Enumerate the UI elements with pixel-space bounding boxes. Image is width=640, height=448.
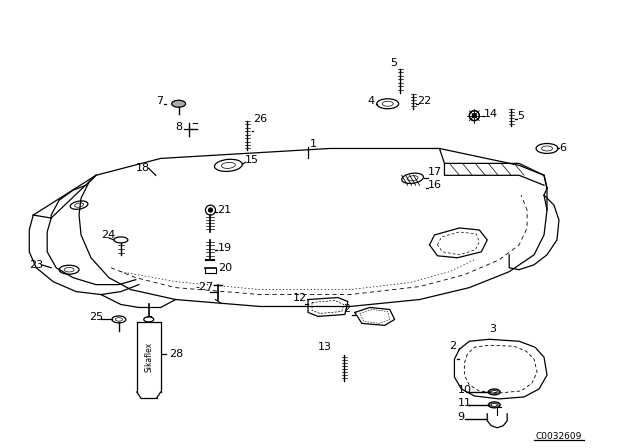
Text: -27: -27 <box>196 282 214 292</box>
Text: 9: 9 <box>458 412 465 422</box>
Text: Sikaflex: Sikaflex <box>144 342 153 372</box>
Text: 28: 28 <box>169 349 183 359</box>
Ellipse shape <box>114 237 128 243</box>
Ellipse shape <box>492 391 497 393</box>
Ellipse shape <box>488 389 500 395</box>
Text: 26: 26 <box>253 114 268 124</box>
Text: 13: 13 <box>318 342 332 352</box>
Text: 5: 5 <box>517 111 524 121</box>
Text: 11: 11 <box>458 398 472 408</box>
Text: 7: 7 <box>156 96 163 106</box>
Text: 16: 16 <box>428 180 442 190</box>
Text: 17: 17 <box>428 167 442 177</box>
Text: 15: 15 <box>245 155 259 165</box>
Text: 10: 10 <box>458 385 472 395</box>
Text: 18: 18 <box>136 164 150 173</box>
Text: 3: 3 <box>489 324 496 334</box>
Text: 12: 12 <box>293 293 307 302</box>
Text: 1: 1 <box>310 138 317 148</box>
Circle shape <box>469 111 479 121</box>
Text: 24: 24 <box>101 230 115 240</box>
Ellipse shape <box>488 402 500 408</box>
Text: 5: 5 <box>390 58 397 68</box>
Text: C0032609: C0032609 <box>536 432 582 441</box>
Ellipse shape <box>144 317 154 322</box>
Text: 21: 21 <box>218 205 232 215</box>
Text: 14: 14 <box>484 109 499 119</box>
Text: 20: 20 <box>218 263 232 273</box>
Text: 25: 25 <box>89 312 103 323</box>
Text: 19: 19 <box>218 243 232 253</box>
Ellipse shape <box>172 100 186 107</box>
Circle shape <box>209 208 212 212</box>
Text: 22: 22 <box>417 96 432 106</box>
Text: 4: 4 <box>368 96 375 106</box>
Text: 8: 8 <box>175 121 183 132</box>
Circle shape <box>472 114 476 118</box>
Text: 23: 23 <box>29 260 44 270</box>
Ellipse shape <box>112 316 126 323</box>
Ellipse shape <box>492 403 497 406</box>
Text: 2: 2 <box>449 341 456 351</box>
Text: 6: 6 <box>559 143 566 154</box>
Text: 2: 2 <box>343 305 350 314</box>
